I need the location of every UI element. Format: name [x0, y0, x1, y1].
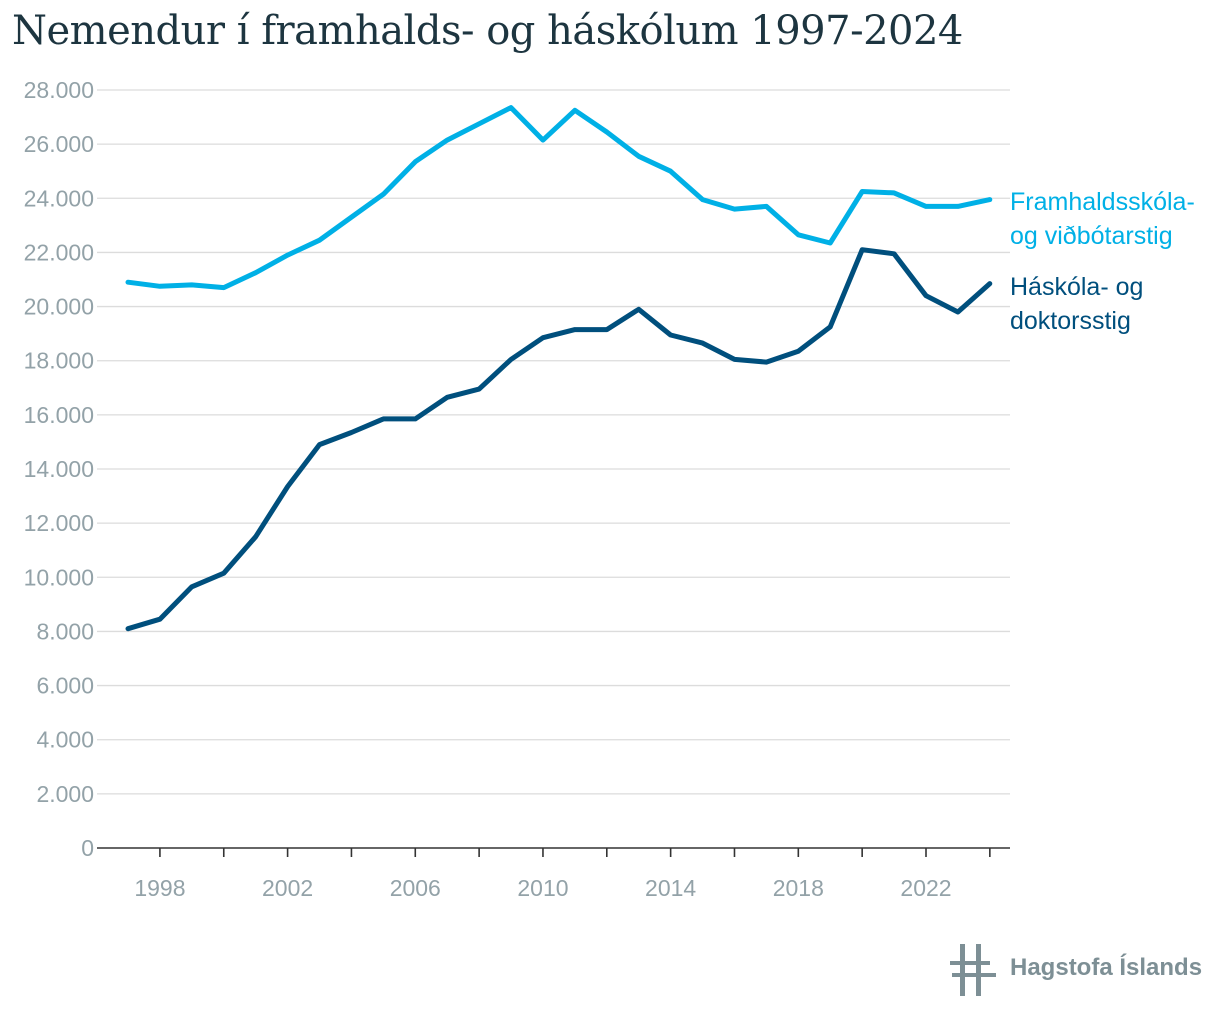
series-line: [125, 247, 993, 632]
x-tick-label: 2006: [390, 875, 441, 901]
x-tick-label: 2010: [517, 875, 568, 901]
x-tick-label: 2022: [900, 875, 951, 901]
x-tick-label: 1998: [134, 875, 185, 901]
y-tick-label: 12.000: [24, 510, 94, 536]
y-tick-label: 10.000: [24, 564, 94, 590]
x-tick-label: 2002: [262, 875, 313, 901]
chart-title: Nemendur í framhalds- og háskólum 1997-2…: [12, 8, 963, 54]
x-tick-label: 2018: [773, 875, 824, 901]
series-label: og viðbótarstig: [1010, 222, 1173, 250]
hagstofa-logo-icon: [950, 944, 996, 996]
gridlines: [97, 89, 1010, 795]
x-axis: [97, 847, 1010, 857]
y-tick-label: 6.000: [36, 673, 94, 699]
y-tick-label: 2.000: [36, 781, 94, 807]
y-tick-label: 8.000: [36, 618, 94, 644]
y-tick-label: 28.000: [24, 77, 94, 103]
y-axis-labels: 0 2.000 4.000 6.000 8.000 10.000 12.000 14.000 1…: [24, 77, 94, 861]
y-tick-label: 4.000: [36, 727, 94, 753]
y-tick-label: 26.000: [24, 131, 94, 157]
y-tick-label: 24.000: [24, 185, 94, 211]
y-tick-label: 14.000: [24, 456, 94, 482]
y-tick-label: 22.000: [24, 239, 94, 265]
series-labels: Framhaldsskóla-og viðbótarstig Háskóla- o…: [1010, 188, 1195, 335]
series-label: doktorsstig: [1010, 307, 1131, 335]
y-tick-label: 18.000: [24, 348, 94, 374]
x-axis-labels: 1998 2002 2006 2010 2014 2018 2022: [134, 875, 951, 901]
series-lines: [125, 105, 993, 632]
y-tick-label: 0: [81, 835, 94, 861]
series-line: [125, 105, 993, 291]
brand-name: Hagstofa Íslands: [1010, 954, 1203, 981]
y-tick-label: 20.000: [24, 294, 94, 320]
x-tick-label: 2014: [645, 875, 696, 901]
y-tick-label: 16.000: [24, 402, 94, 428]
series-label: Framhaldsskóla-: [1010, 188, 1195, 216]
series-label: Háskóla- og: [1010, 273, 1143, 301]
